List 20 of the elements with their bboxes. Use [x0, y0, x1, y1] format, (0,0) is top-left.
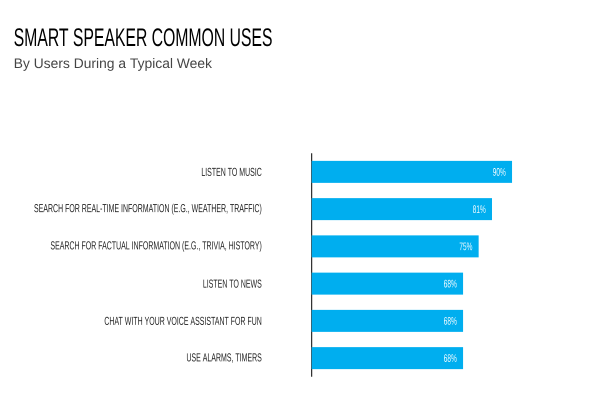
data-label: 68% [444, 316, 457, 325]
text: By Users During a Typical Week [14, 58, 212, 71]
data-label: 68% [444, 280, 457, 288]
chart-title: SMART SPEAKER COMMON USES [14, 28, 272, 46]
y-tick-label: SEARCH FOR REAL-TIME INFORMATION (E.G., WEATHER, TRAFFIC) [34, 204, 262, 215]
y-tick-label: SEARCH FOR FACTUAL INFORMATION (E.G., TRIVIA, HISTORY) [50, 240, 262, 252]
bar [312, 310, 464, 332]
bar [312, 272, 464, 295]
bar [312, 347, 464, 370]
y-tick-label: LISTEN TO MUSIC [202, 168, 262, 176]
bar [312, 235, 479, 258]
y-tick-label: LISTEN TO NEWS [203, 279, 262, 288]
data-label: 90% [492, 168, 506, 176]
bar [312, 198, 492, 220]
data-label: 68% [444, 354, 457, 362]
y-tick-label: USE ALARMS, TIMERS [186, 353, 262, 363]
data-label: 75% [460, 242, 472, 250]
data-label: 81% [472, 205, 486, 214]
y-tick-label: CHAT WITH YOUR VOICE ASSISTANT FOR FUN [104, 316, 262, 325]
bar [312, 160, 512, 183]
